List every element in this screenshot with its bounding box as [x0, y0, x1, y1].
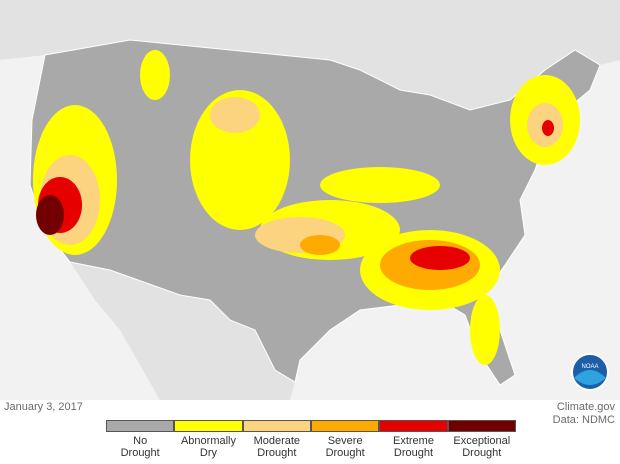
legend: No Drought Abnormally Dry Moderate Drought… [106, 420, 516, 459]
legend-swatch [242, 420, 311, 432]
legend-item: Exceptional Drought [447, 420, 516, 459]
drought-area [470, 295, 500, 365]
credit: Data: NDMC [553, 414, 615, 426]
legend-item: No Drought [106, 420, 175, 459]
drought-area [300, 235, 340, 255]
drought-area [210, 97, 260, 133]
legend-label: Extreme Drought [392, 435, 434, 459]
drought-area [410, 246, 470, 270]
legend-swatch [106, 420, 175, 432]
drought-area [320, 167, 440, 203]
mexico [70, 262, 295, 400]
legend-label: No Drought [120, 435, 160, 459]
legend-item: Severe Drought [310, 420, 380, 459]
drought-area [36, 195, 64, 235]
drought-area [140, 50, 170, 100]
logo-wave [574, 370, 606, 385]
legend-swatch [379, 420, 448, 432]
legend-item: Moderate Drought [242, 420, 311, 459]
legend-label: Abnormally Dry [180, 435, 236, 459]
legend-swatch [447, 420, 516, 432]
legend-label: Exceptional Drought [453, 435, 511, 459]
canada [0, 0, 620, 110]
drought-areas [33, 50, 580, 365]
date: January 3, 2017 [4, 401, 83, 413]
legend-item: Extreme Drought [379, 420, 448, 459]
drought-area [542, 120, 554, 136]
legend-label: Moderate Drought [253, 435, 301, 459]
legend-item: Abnormally Dry [174, 420, 243, 459]
legend-label: Severe Drought [325, 435, 365, 459]
credit: Climate.gov [557, 401, 616, 413]
legend-swatch [310, 420, 380, 432]
logo-text: NOAA [581, 364, 598, 370]
legend-swatch [174, 420, 243, 432]
